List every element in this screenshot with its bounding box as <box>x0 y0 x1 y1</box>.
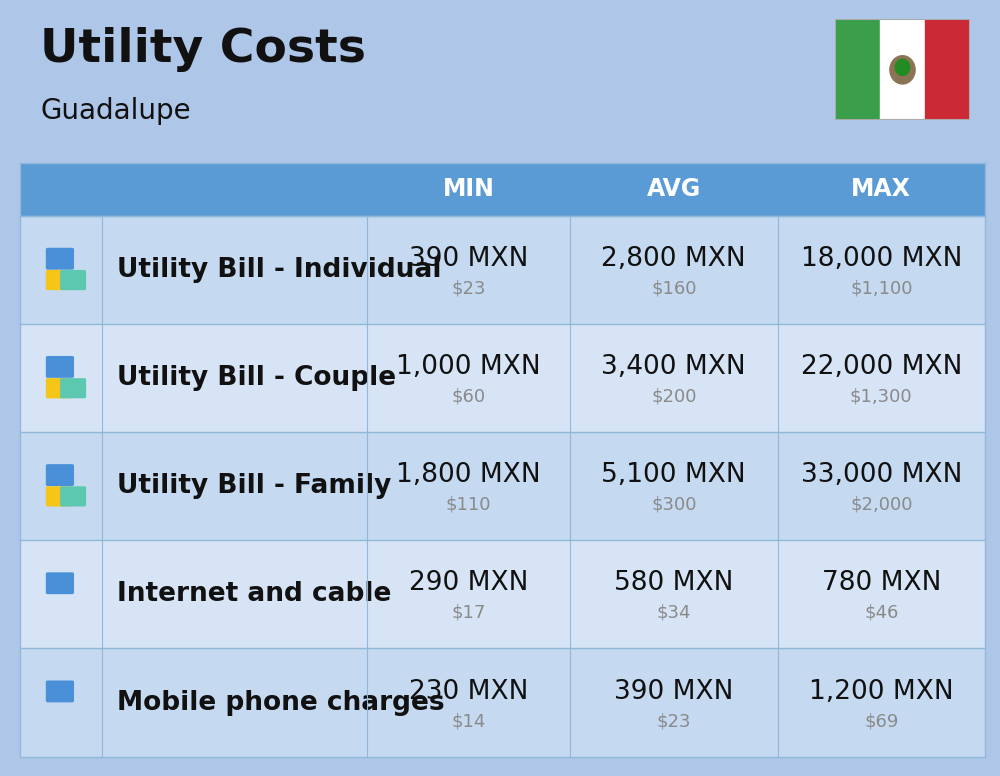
Bar <box>20 649 985 757</box>
Bar <box>925 19 970 120</box>
Text: MAX: MAX <box>851 178 911 201</box>
Text: 22,000 MXN: 22,000 MXN <box>801 354 962 380</box>
Text: 2,800 MXN: 2,800 MXN <box>601 246 746 272</box>
Text: AVG: AVG <box>647 178 701 201</box>
FancyBboxPatch shape <box>46 464 74 486</box>
FancyBboxPatch shape <box>46 270 72 290</box>
Text: Guadalupe: Guadalupe <box>40 97 191 125</box>
Text: $69: $69 <box>864 712 898 730</box>
Bar <box>20 540 985 649</box>
FancyBboxPatch shape <box>46 356 74 378</box>
FancyBboxPatch shape <box>46 681 74 702</box>
Text: $34: $34 <box>657 604 691 622</box>
Text: 230 MXN: 230 MXN <box>409 679 528 705</box>
Text: $60: $60 <box>452 388 486 406</box>
Text: 580 MXN: 580 MXN <box>614 570 733 597</box>
Circle shape <box>895 59 910 75</box>
Bar <box>20 216 985 324</box>
Text: 3,400 MXN: 3,400 MXN <box>601 354 746 380</box>
Text: 5,100 MXN: 5,100 MXN <box>601 462 746 488</box>
Text: 1,000 MXN: 1,000 MXN <box>396 354 541 380</box>
Text: 1,200 MXN: 1,200 MXN <box>809 679 954 705</box>
FancyBboxPatch shape <box>46 248 74 270</box>
Circle shape <box>890 56 915 84</box>
Text: Utility Bill - Couple: Utility Bill - Couple <box>117 365 396 391</box>
FancyBboxPatch shape <box>60 378 86 398</box>
Text: 18,000 MXN: 18,000 MXN <box>801 246 962 272</box>
Text: Utility Bill - Individual: Utility Bill - Individual <box>117 257 442 282</box>
FancyBboxPatch shape <box>60 270 86 290</box>
Text: $1,100: $1,100 <box>850 279 913 297</box>
Text: $17: $17 <box>452 604 486 622</box>
Text: $300: $300 <box>651 496 697 514</box>
Text: MIN: MIN <box>443 178 495 201</box>
Text: $110: $110 <box>446 496 491 514</box>
Text: $46: $46 <box>864 604 898 622</box>
Text: 390 MXN: 390 MXN <box>409 246 528 272</box>
Text: 290 MXN: 290 MXN <box>409 570 528 597</box>
Bar <box>20 432 985 540</box>
Text: Internet and cable: Internet and cable <box>117 581 391 608</box>
Text: $14: $14 <box>452 712 486 730</box>
Text: Mobile phone charges: Mobile phone charges <box>117 690 445 715</box>
FancyBboxPatch shape <box>46 378 72 398</box>
Text: 390 MXN: 390 MXN <box>614 679 733 705</box>
Bar <box>20 324 985 432</box>
FancyBboxPatch shape <box>60 487 86 507</box>
Text: $1,300: $1,300 <box>850 388 913 406</box>
Text: Utility Bill - Family: Utility Bill - Family <box>117 473 391 499</box>
Text: 780 MXN: 780 MXN <box>822 570 941 597</box>
Text: $200: $200 <box>651 388 697 406</box>
Bar <box>835 19 880 120</box>
FancyBboxPatch shape <box>46 573 74 594</box>
Text: 33,000 MXN: 33,000 MXN <box>801 462 962 488</box>
FancyBboxPatch shape <box>46 487 72 507</box>
Text: 1,800 MXN: 1,800 MXN <box>396 462 541 488</box>
Text: $23: $23 <box>451 279 486 297</box>
Text: $2,000: $2,000 <box>850 496 913 514</box>
Bar <box>880 19 925 120</box>
Bar <box>20 163 985 216</box>
Text: $23: $23 <box>657 712 691 730</box>
Text: Utility Costs: Utility Costs <box>40 27 366 72</box>
Text: $160: $160 <box>651 279 697 297</box>
